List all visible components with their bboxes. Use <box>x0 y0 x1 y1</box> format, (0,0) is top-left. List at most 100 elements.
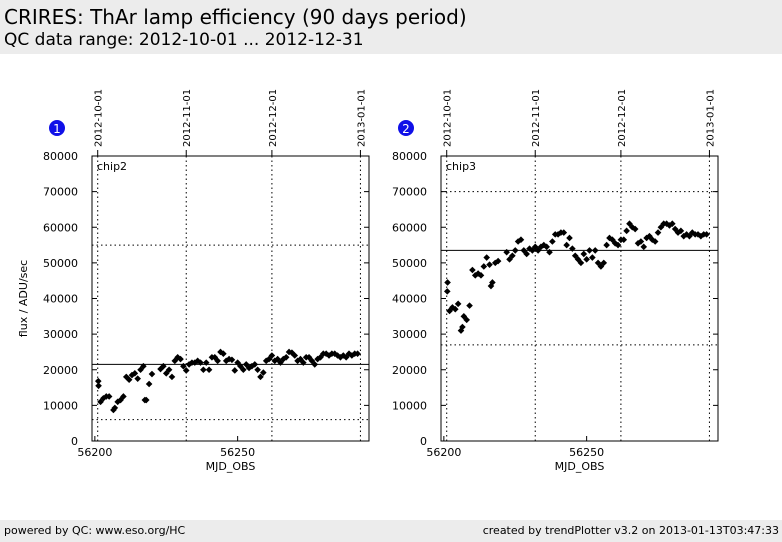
data-point <box>563 241 570 249</box>
data-point <box>160 362 167 370</box>
y-tick-label: 80000 <box>392 150 427 163</box>
date-tick-label: 2012-11-01 <box>531 89 542 147</box>
data-point <box>543 243 550 251</box>
data-point <box>623 227 630 235</box>
panel-label: chip2 <box>97 160 127 173</box>
data-point <box>120 393 127 400</box>
header-bar: CRIRES: ThAr lamp efficiency (90 days pe… <box>0 0 782 54</box>
date-tick-label: 2012-11-01 <box>182 89 193 147</box>
data-point <box>526 245 533 252</box>
data-point <box>251 361 259 368</box>
y-tick-label: 60000 <box>392 221 427 234</box>
data-point <box>703 231 710 238</box>
data-point <box>202 359 210 366</box>
data-point <box>603 241 610 249</box>
data-point <box>657 223 665 231</box>
data-point <box>180 362 187 370</box>
data-point <box>651 238 659 245</box>
data-point <box>614 241 622 249</box>
y-tick-label: 50000 <box>392 257 427 270</box>
data-point <box>214 357 221 365</box>
y-tick-label: 20000 <box>43 364 78 377</box>
data-point <box>677 227 685 235</box>
data-point <box>260 369 267 376</box>
data-point <box>342 353 350 361</box>
data-point <box>300 359 307 366</box>
data-point <box>609 236 616 244</box>
data-point <box>491 259 499 267</box>
y-tick-label: 30000 <box>43 328 78 341</box>
data-point <box>205 366 213 374</box>
data-point <box>334 352 341 359</box>
data-point <box>600 259 608 267</box>
y-tick-label: 70000 <box>392 186 427 199</box>
date-tick-label: 2012-10-01 <box>443 89 454 147</box>
data-point <box>674 229 682 236</box>
data-point <box>483 254 490 261</box>
data-point <box>620 236 628 244</box>
data-point <box>637 238 645 245</box>
data-point <box>669 220 676 227</box>
data-point <box>94 377 102 385</box>
data-point <box>569 245 576 252</box>
data-point <box>546 248 553 256</box>
data-point <box>248 362 256 370</box>
data-point <box>517 236 525 244</box>
data-point <box>534 247 542 254</box>
data-point <box>580 250 588 258</box>
data-point <box>148 370 156 378</box>
data-point <box>649 236 656 244</box>
data-point <box>354 350 361 358</box>
plot-frame <box>91 155 370 442</box>
x-tick-label: 56250 <box>220 446 255 459</box>
data-point <box>231 367 239 374</box>
data-point <box>305 353 313 361</box>
data-point <box>105 393 113 400</box>
data-point <box>142 396 150 404</box>
data-point <box>466 302 473 309</box>
data-point <box>640 243 648 251</box>
x-tick-label: 56200 <box>426 446 461 459</box>
data-point <box>271 357 279 365</box>
data-point <box>566 234 573 242</box>
panel-label: chip3 <box>446 160 476 173</box>
data-point <box>111 404 119 412</box>
data-point <box>477 272 485 279</box>
data-point <box>137 366 144 374</box>
data-point <box>457 327 465 334</box>
y-tick-label: 30000 <box>392 328 427 341</box>
data-point <box>314 355 321 363</box>
y-tick-label: 10000 <box>43 399 78 412</box>
data-point <box>459 323 466 331</box>
x-tick-label: 56200 <box>77 446 112 459</box>
y-tick-label: 0 <box>71 435 78 448</box>
panel-badge-number: 2 <box>402 122 410 136</box>
data-point <box>697 232 705 240</box>
y-tick-label: 50000 <box>43 257 78 270</box>
data-point <box>348 352 356 359</box>
data-point <box>586 247 593 254</box>
data-point <box>128 371 136 379</box>
data-point <box>285 348 293 356</box>
data-point <box>225 355 233 363</box>
data-point <box>471 272 479 279</box>
data-point <box>125 376 133 384</box>
y-tick-label: 70000 <box>43 186 78 199</box>
data-point <box>489 279 496 286</box>
data-point <box>444 279 451 286</box>
data-point <box>666 222 673 229</box>
x-axis-label: MJD_OBS <box>555 460 605 473</box>
data-point <box>291 352 299 359</box>
y-tick-label: 80000 <box>43 150 78 163</box>
data-point <box>449 304 456 311</box>
data-point <box>200 366 207 374</box>
panel-badge <box>49 120 65 136</box>
data-point <box>494 257 502 265</box>
data-point <box>311 361 319 368</box>
data-point <box>228 356 236 364</box>
data-point <box>197 359 204 366</box>
data-point <box>451 305 459 313</box>
x-axis-label: MJD_OBS <box>206 460 256 473</box>
data-point <box>589 254 596 261</box>
